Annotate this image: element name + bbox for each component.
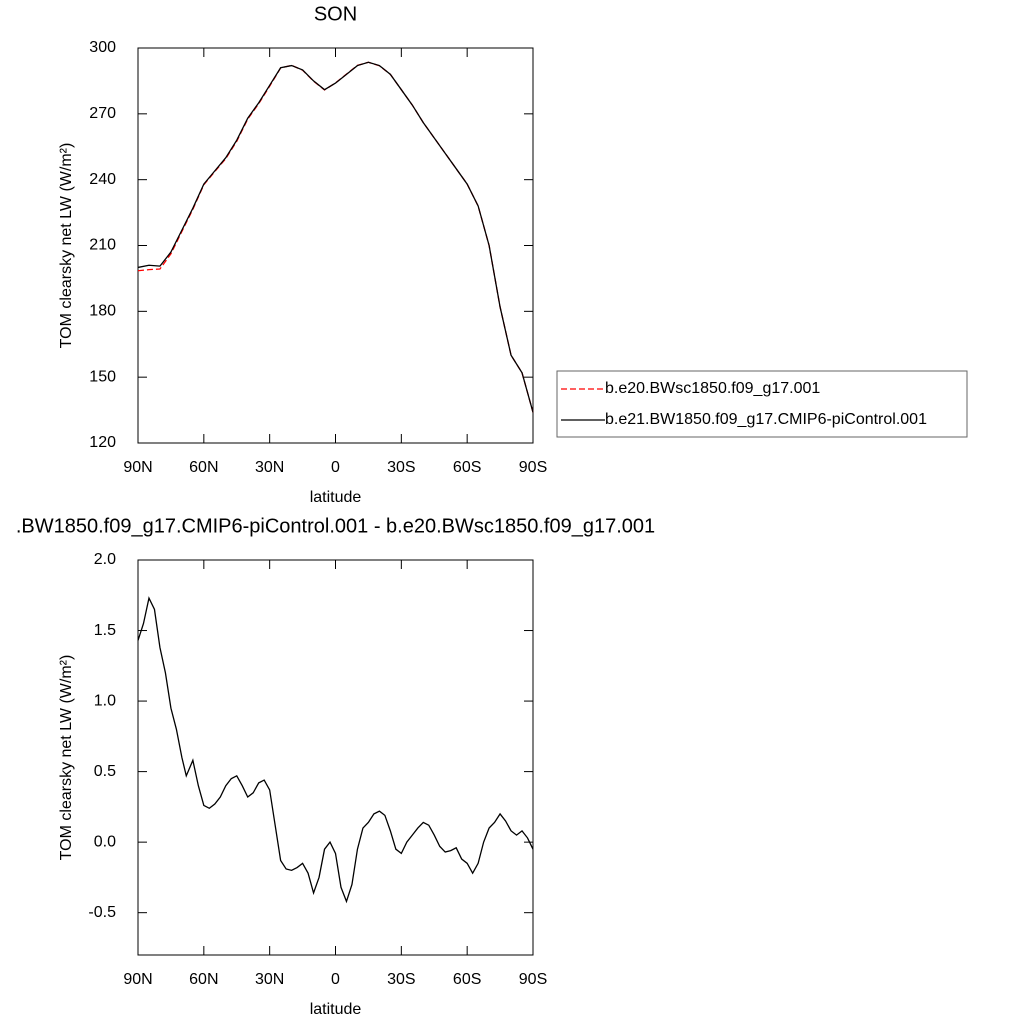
legend-label: b.e21.BW1850.f09_g17.CMIP6-piControl.001 bbox=[605, 411, 927, 428]
legend-label: b.e20.BWsc1850.f09_g17.001 bbox=[605, 380, 820, 397]
legend-box bbox=[556, 370, 968, 438]
x-tick-label: 90S bbox=[519, 459, 547, 476]
y-tick-label: 0.5 bbox=[94, 763, 116, 780]
y-tick-label: 240 bbox=[89, 171, 116, 188]
x-tick-label: 30N bbox=[255, 971, 284, 988]
x-tick-label: 60S bbox=[453, 971, 481, 988]
y-tick-label: 120 bbox=[89, 434, 116, 451]
y-tick-label: 210 bbox=[89, 237, 116, 254]
x-tick-label: 90N bbox=[123, 459, 152, 476]
y-tick-label: 1.5 bbox=[94, 622, 116, 639]
y-tick-label: 180 bbox=[89, 303, 116, 320]
x-tick-label: 0 bbox=[331, 971, 340, 988]
x-tick-label: 60S bbox=[453, 459, 481, 476]
x-axis-label: latitude bbox=[310, 1001, 362, 1018]
y-tick-label: 270 bbox=[89, 105, 116, 122]
y-tick-label: 300 bbox=[89, 39, 116, 56]
x-tick-label: 90N bbox=[123, 971, 152, 988]
data-line bbox=[137, 596, 534, 904]
y-axis-label: TOM clearsky net LW (W/m²) bbox=[58, 655, 75, 861]
y-tick-label: 150 bbox=[89, 368, 116, 385]
y-tick-label: 2.0 bbox=[94, 551, 116, 568]
data-line bbox=[137, 61, 534, 413]
x-tick-label: 30S bbox=[387, 459, 415, 476]
chart-title: SON bbox=[314, 3, 357, 25]
y-tick-label: 1.0 bbox=[94, 692, 116, 709]
x-tick-label: 60N bbox=[189, 971, 218, 988]
x-tick-label: 60N bbox=[189, 459, 218, 476]
chart-title: .BW1850.f09_g17.CMIP6-piControl.001 - b.… bbox=[16, 515, 655, 537]
x-tick-label: 30N bbox=[255, 459, 284, 476]
x-axis-label: latitude bbox=[310, 489, 362, 506]
y-tick-label: 0.0 bbox=[94, 833, 116, 850]
x-tick-label: 30S bbox=[387, 971, 415, 988]
x-tick-label: 90S bbox=[519, 971, 547, 988]
y-axis-label: TOM clearsky net LW (W/m²) bbox=[58, 143, 75, 349]
x-tick-label: 0 bbox=[331, 459, 340, 476]
plot-frame bbox=[137, 559, 534, 956]
plot-frame bbox=[137, 47, 534, 444]
data-line bbox=[137, 61, 534, 413]
y-tick-label: -0.5 bbox=[88, 904, 116, 921]
